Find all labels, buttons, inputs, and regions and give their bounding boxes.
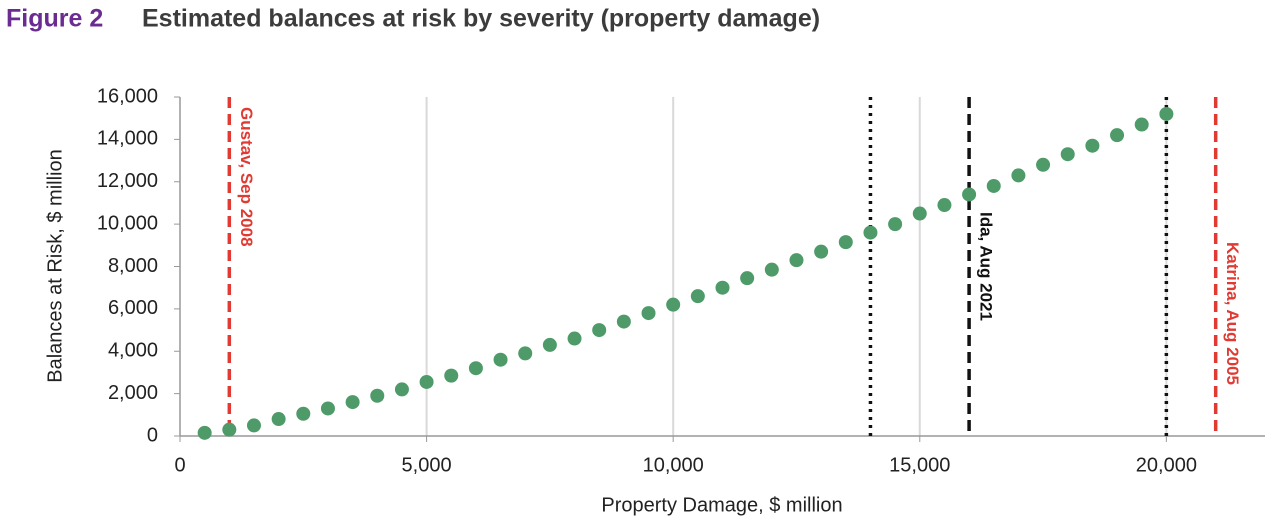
data-point	[814, 244, 829, 259]
data-point	[197, 425, 212, 440]
data-point	[690, 289, 705, 304]
data-point	[912, 206, 927, 221]
data-point	[616, 314, 631, 329]
data-point	[937, 198, 952, 213]
chart-title: Estimated balances at risk by severity (…	[142, 5, 820, 33]
data-point	[1036, 157, 1051, 172]
data-point	[468, 361, 483, 376]
data-point	[838, 235, 853, 250]
data-point	[1011, 168, 1026, 183]
data-point	[1110, 128, 1125, 143]
y-tick-label: 2,000	[108, 382, 158, 404]
data-point	[592, 323, 607, 338]
y-tick-label: 10,000	[97, 212, 158, 234]
data-point	[641, 306, 656, 321]
data-point	[518, 346, 533, 361]
y-tick-label: 6,000	[108, 297, 158, 319]
data-point	[666, 297, 681, 312]
reference-label: Katrina, Aug 2005	[1223, 242, 1242, 385]
data-point	[320, 401, 335, 416]
x-tick-label: 0	[174, 454, 185, 476]
y-tick-label: 8,000	[108, 255, 158, 277]
x-tick-label: 20,000	[1136, 454, 1197, 476]
x-tick-label: 5,000	[402, 454, 452, 476]
y-tick-label: 12,000	[97, 170, 158, 192]
data-point	[888, 217, 903, 232]
data-point	[567, 331, 582, 346]
x-tick-label: 15,000	[889, 454, 950, 476]
data-point	[740, 271, 755, 286]
figure-label: Figure 2	[6, 5, 103, 33]
y-tick-label: 4,000	[108, 340, 158, 362]
data-point	[419, 374, 434, 389]
data-point	[296, 406, 311, 421]
data-point	[493, 352, 508, 367]
data-point	[986, 178, 1001, 193]
y-tick-label: 0	[147, 424, 158, 446]
data-point	[542, 337, 557, 352]
data-point	[715, 280, 730, 295]
data-point	[345, 395, 360, 410]
data-point	[1159, 106, 1174, 121]
x-tick-label: 10,000	[643, 454, 704, 476]
data-point	[222, 422, 237, 437]
data-point	[394, 382, 409, 397]
y-tick-label: 16,000	[97, 85, 158, 107]
data-point	[863, 225, 878, 240]
data-point	[271, 412, 286, 427]
data-point	[1134, 117, 1149, 132]
data-point	[1060, 147, 1075, 162]
data-point	[444, 368, 459, 383]
data-point	[764, 262, 779, 277]
y-axis-label: Balances at Risk, $ million	[44, 149, 66, 382]
data-point	[246, 418, 261, 433]
data-point	[789, 253, 804, 268]
data-point	[1085, 138, 1100, 153]
x-axis-label: Property Damage, $ million	[601, 494, 842, 516]
data-point	[962, 187, 977, 202]
data-point	[370, 388, 385, 403]
y-tick-label: 14,000	[97, 128, 158, 150]
reference-label: Ida, Aug 2021	[977, 212, 996, 321]
reference-label: Gustav, Sep 2008	[237, 107, 256, 247]
